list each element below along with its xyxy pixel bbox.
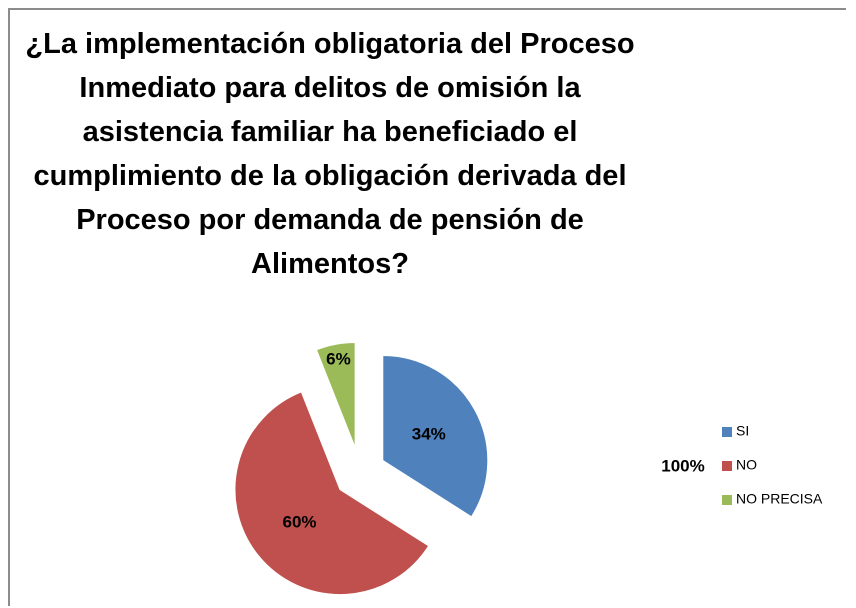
chart-title: ¿La implementación obligatoria del Proce… (25, 28, 635, 280)
data-label: 34% (412, 425, 446, 444)
legend-label: SI (736, 423, 749, 439)
data-label: 6% (326, 349, 351, 368)
legend-label: NO PRECISA (736, 491, 823, 507)
pie-slice (315, 341, 356, 448)
annotation: 100% (661, 456, 704, 475)
data-label: 60% (282, 513, 316, 532)
legend-label: NO (736, 457, 757, 473)
pie-slice (234, 391, 430, 596)
legend-swatch (722, 461, 732, 471)
legend-swatch (722, 427, 732, 437)
chart-frame (8, 8, 846, 606)
pie-slice (382, 354, 489, 518)
legend-swatch (722, 495, 732, 505)
